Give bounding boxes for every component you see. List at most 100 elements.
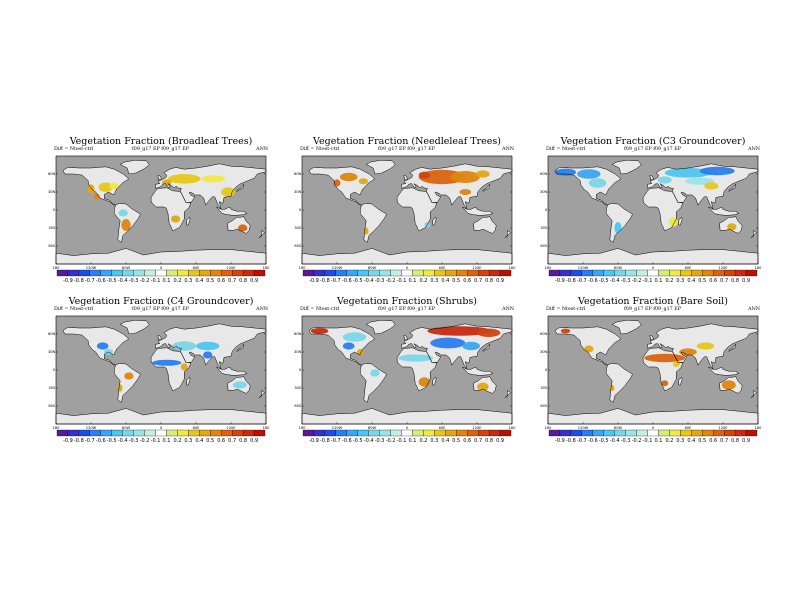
panel-left-subtitle: Diff = Ntest-ctrl — [546, 307, 586, 312]
difference-field-patch — [221, 187, 236, 197]
difference-field-patch — [333, 179, 341, 187]
panel-title: Vegetation Fraction (Broadleaf Trees) — [69, 136, 253, 147]
x-tick-label: 120W — [332, 266, 343, 270]
colorbar-tick-label: -0.7 — [331, 278, 341, 284]
colorbar-swatch — [680, 269, 692, 277]
indonesia-land — [216, 207, 247, 216]
panel-title: Vegetation Fraction (C4 Groundcover) — [68, 296, 254, 307]
difference-field-patch — [118, 209, 128, 217]
south-america-coastline — [114, 363, 141, 403]
colorbar-swatch — [724, 269, 736, 277]
panel-center-subtitle: f09_g17 EP f09_g17 EP — [132, 307, 189, 312]
japan-land — [728, 344, 736, 352]
colorbar-swatch — [188, 269, 200, 277]
x-tick-label: 0 — [406, 266, 409, 270]
y-tick-label: 30S — [294, 386, 302, 390]
colorbar-tick-label: 0.5 — [698, 278, 706, 284]
colorbar-swatch — [499, 429, 512, 437]
y-tick-label: 60N — [294, 172, 302, 176]
map-panel: Vegetation Fraction (C3 Groundcover) Diff… — [540, 136, 763, 286]
world-map: 60N 30N 0 30S 60S 180 120W 60W 0 60E 120E 180 — [540, 315, 762, 430]
north-america-coastline — [308, 166, 376, 206]
japan-land — [236, 344, 244, 352]
colorbar-swatch — [379, 429, 391, 437]
colorbar-swatch — [434, 429, 446, 437]
colorbar-tick-label: -0.6 — [96, 438, 106, 444]
panel-center-subtitle: f09_g17 EP f09_g17 EP — [378, 147, 435, 152]
colorbar-swatch — [691, 429, 703, 437]
difference-field-patch — [162, 179, 172, 186]
colorbar-tick-label: -0.4 — [118, 438, 128, 444]
difference-field-patch — [109, 182, 119, 190]
colorbar-tick-label: 0.1 — [408, 278, 416, 284]
colorbar-swatch — [658, 429, 670, 437]
difference-field-patch — [310, 328, 329, 334]
x-tick-label: 60W — [368, 266, 377, 270]
map-panel: Vegetation Fraction (Shrubs) Diff = Ntest… — [294, 296, 516, 446]
difference-field-patch — [196, 341, 220, 351]
y-tick-label: 30N — [48, 350, 56, 354]
colorbar-tick-label: 0.6 — [709, 278, 717, 284]
colorbar-swatch — [592, 429, 604, 437]
colorbar-tick-label: -0.2 — [632, 278, 642, 284]
colorbar-tick-label: 0.9 — [496, 278, 504, 284]
colorbar-tick-label: -0.8 — [566, 438, 576, 444]
difference-field-patch — [657, 176, 672, 184]
africa-coastline — [642, 187, 684, 232]
colorbar-tick-label: -0.3 — [621, 438, 631, 444]
difference-field-patch — [427, 326, 492, 336]
difference-field-patch — [201, 175, 226, 183]
colorbar-tick-label: 0.1 — [162, 278, 170, 284]
colorbar-tick-label: -0.8 — [566, 278, 576, 284]
colorbar-tick-label: -0.4 — [364, 438, 374, 444]
colorbar-swatch — [210, 269, 222, 277]
colorbar-swatch — [232, 269, 244, 277]
colorbar-swatch — [177, 269, 189, 277]
world-map: 60N 30N 0 30S 60S 180 120W 60W 0 60E 120E 180 — [540, 155, 763, 270]
madagascar-coastline — [678, 376, 683, 386]
colorbar-tick-label: 0.2 — [419, 438, 427, 444]
eurasia-coastline — [400, 323, 513, 370]
colorbar-tick-label: 0.3 — [184, 278, 192, 284]
colorbar-swatch — [625, 269, 637, 277]
colorbar-swatch — [734, 269, 747, 277]
colorbar-swatch — [357, 269, 369, 277]
colorbar-swatch — [636, 269, 648, 277]
greenland-land — [366, 160, 396, 174]
x-tick-label: 120E — [226, 426, 236, 430]
colorbar-tick-label: -0.6 — [342, 438, 352, 444]
south-america-coastline — [606, 203, 633, 243]
colorbar-swatch — [445, 429, 457, 437]
colorbar-swatch — [478, 429, 490, 437]
colorbar-tick-label: 0.1 — [654, 438, 662, 444]
x-tick-label: 180 — [755, 266, 763, 270]
madagascar-coastline — [186, 376, 191, 386]
x-tick-label: 180 — [545, 426, 553, 430]
colorbar-tick-label: 0.2 — [173, 438, 181, 444]
difference-field-patch — [462, 341, 480, 351]
colorbar-swatch — [302, 269, 315, 277]
y-tick-label: 0 — [545, 208, 548, 212]
colorbar-tick-label: -0.9 — [63, 278, 73, 284]
map-panel: Vegetation Fraction (Needleleaf Trees) Di… — [294, 136, 516, 286]
colorbar-swatch — [210, 429, 222, 437]
x-tick-label: 60E — [193, 266, 201, 270]
australia-coastline — [719, 376, 743, 394]
colorbar-tick-label: 0.4 — [195, 278, 203, 284]
colorbar: -0.9 -0.8 -0.7 -0.6 -0.5 -0.4 -0.3 -0.2 -0.1 0.1 0… — [546, 429, 760, 445]
colorbar-tick-label: -0.1 — [151, 438, 161, 444]
colorbar-tick-label: 0.3 — [676, 438, 684, 444]
eurasia-coastline — [400, 163, 513, 210]
difference-field-patch — [170, 215, 181, 223]
colorbar-tick-label: -0.7 — [577, 438, 587, 444]
difference-field-patch — [172, 341, 196, 351]
colorbar-swatch — [242, 269, 255, 277]
antarctica-land — [548, 408, 758, 424]
colorbar-swatch — [78, 269, 90, 277]
x-tick-label: 120W — [86, 266, 97, 270]
panel-title: Vegetation Fraction (Shrubs) — [337, 296, 477, 307]
colorbar: -0.9 -0.8 -0.7 -0.6 -0.5 -0.4 -0.3 -0.2 -0.1 0.1 0… — [54, 269, 268, 285]
madagascar-land — [432, 217, 437, 225]
x-tick-label: 120E — [718, 266, 728, 270]
colorbar-swatch — [456, 429, 468, 437]
